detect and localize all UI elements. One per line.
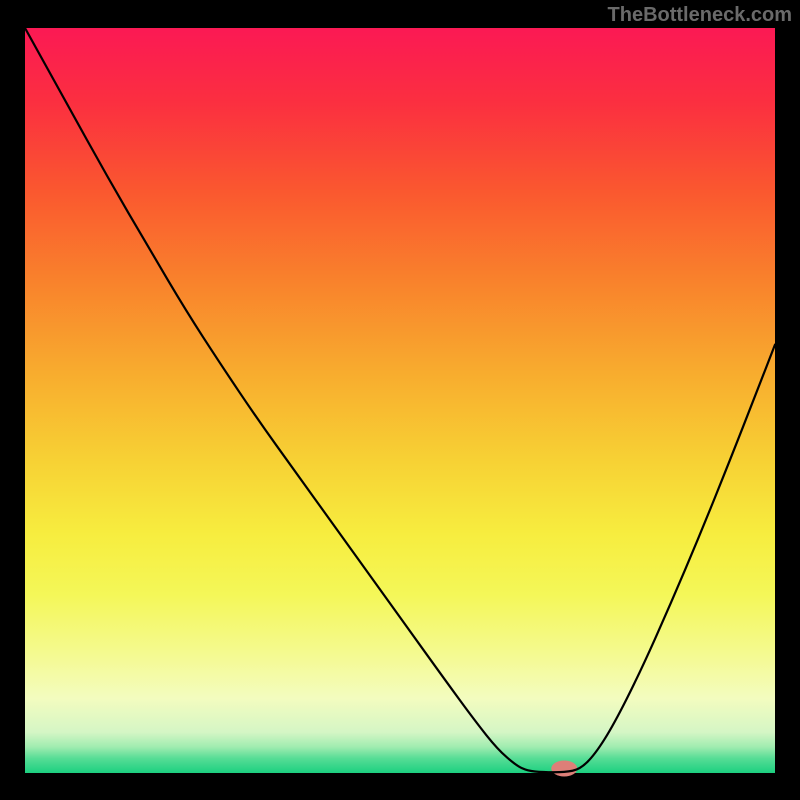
gradient-plot-area — [25, 28, 775, 773]
bottleneck-gradient-chart — [0, 0, 800, 800]
optimal-point-marker — [551, 761, 577, 777]
watermark-text: TheBottleneck.com — [608, 4, 792, 27]
